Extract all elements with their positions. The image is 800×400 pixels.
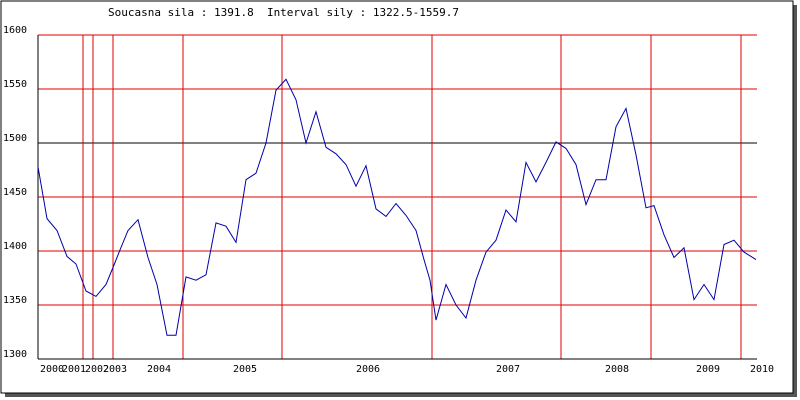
x-tick-label: 2002 <box>85 364 109 375</box>
y-tick-label: 1300 <box>3 349 27 360</box>
x-tick-label: 2008 <box>605 364 629 375</box>
chart-title: Soucasna sila : 1391.8 Interval sily : 1… <box>108 6 459 19</box>
x-tick-label: 2005 <box>233 364 257 375</box>
data-line <box>37 78 757 336</box>
y-tick-label: 1500 <box>3 133 27 144</box>
x-tick-label: 2001 <box>62 364 86 375</box>
x-tick-label: 2006 <box>356 364 380 375</box>
y-tick-label: 1450 <box>3 187 27 198</box>
x-tick-label: 2010 <box>750 364 774 375</box>
x-tick-label: 2000 <box>40 364 64 375</box>
y-tick-label: 1350 <box>3 295 27 306</box>
y-tick-label: 1400 <box>3 241 27 252</box>
x-tick-label: 2004 <box>147 364 171 375</box>
x-tick-label: 2009 <box>696 364 720 375</box>
y-tick-label: 1550 <box>3 79 27 90</box>
y-tick-label: 1600 <box>3 25 27 36</box>
x-tick-label: 2007 <box>496 364 520 375</box>
x-tick-label: 2003 <box>103 364 127 375</box>
